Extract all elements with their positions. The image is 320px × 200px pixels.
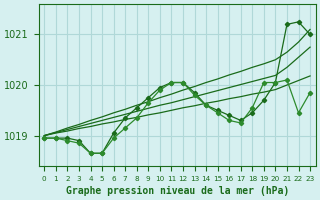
X-axis label: Graphe pression niveau de la mer (hPa): Graphe pression niveau de la mer (hPa)	[66, 186, 289, 196]
